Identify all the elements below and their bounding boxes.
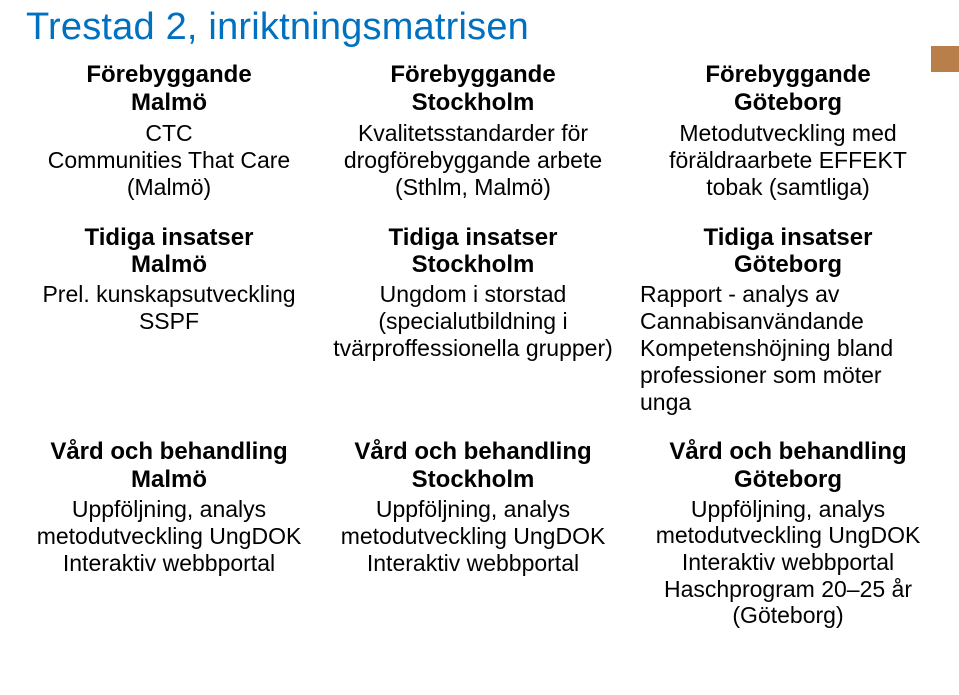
body-line: metodutveckling UngDOK [656,522,921,548]
body-line: (specialutbildning i [378,308,567,334]
cell-header: Förebyggande Göteborg [638,61,938,116]
header-line: Stockholm [412,251,535,278]
header-line: Vård och behandling [354,438,591,465]
body-line: Kompetenshöjning bland [640,335,893,361]
header-line: Tidiga insatser [389,224,558,251]
cell-r3c1: Vård och behandling Malmö Uppföljning, a… [26,436,312,633]
header-line: Förebyggande [390,61,555,88]
header-line: Malmö [131,89,207,116]
matrix-grid: Förebyggande Malmö CTC Communities That … [26,59,933,633]
header-line: Vård och behandling [669,438,906,465]
body-line: (Malmö) [127,174,211,200]
header-line: Malmö [131,251,207,278]
cell-body: Prel. kunskapsutveckling SSPF [30,281,308,335]
cell-r1c3: Förebyggande Göteborg Metodutveckling me… [634,59,942,206]
cell-body: Uppföljning, analys metodutveckling UngD… [322,496,624,577]
cell-body: Uppföljning, analys metodutveckling UngD… [638,496,938,629]
body-line: Cannabisanvändande [640,308,864,334]
header-line: Göteborg [734,466,842,493]
header-line: Förebyggande [86,61,251,88]
header-line: Stockholm [412,466,535,493]
body-line: tobak (samtliga) [706,174,870,200]
cell-header: Förebyggande Stockholm [322,61,624,116]
body-line: Uppföljning, analys [376,496,570,522]
header-line: Tidiga insatser [704,224,873,251]
body-line: professioner som möter unga [640,362,882,415]
cell-header: Tidiga insatser Göteborg [638,224,938,279]
body-line: Interaktiv webbportal [682,549,894,575]
cell-body: Metodutveckling med föräldraarbete EFFEK… [638,120,938,201]
cell-header: Vård och behandling Stockholm [322,438,624,493]
cell-header: Vård och behandling Göteborg [638,438,938,493]
cell-body: Rapport - analys av Cannabisanvändande K… [638,281,938,417]
header-line: Tidiga insatser [85,224,254,251]
body-line: Interaktiv webbportal [63,550,275,576]
slide-title: Trestad 2, inriktningsmatrisen [26,6,933,49]
body-line: SSPF [139,308,199,334]
cell-body: CTC Communities That Care (Malmö) [30,120,308,201]
header-line: Förebyggande [705,61,870,88]
body-line: Ungdom i storstad [380,281,567,307]
header-line: Vård och behandling [50,438,287,465]
cell-r2c3: Tidiga insatser Göteborg Rapport - analy… [634,222,942,421]
cell-header: Förebyggande Malmö [30,61,308,116]
cell-header: Tidiga insatser Malmö [30,224,308,279]
cell-r1c1: Förebyggande Malmö CTC Communities That … [26,59,312,206]
body-line: (Sthlm, Malmö) [395,174,551,200]
body-line: Uppföljning, analys [72,496,266,522]
body-line: Haschprogram 20–25 år [664,576,912,602]
cell-r3c3: Vård och behandling Göteborg Uppföljning… [634,436,942,633]
header-line: Göteborg [734,251,842,278]
body-line: Rapport - analys av [640,281,839,307]
cell-header: Tidiga insatser Stockholm [322,224,624,279]
cell-header: Vård och behandling Malmö [30,438,308,493]
body-line: metodutveckling UngDOK [37,523,302,549]
body-line: Interaktiv webbportal [367,550,579,576]
body-line: Prel. kunskapsutveckling [42,281,295,307]
cell-r1c2: Förebyggande Stockholm Kvalitetsstandard… [318,59,628,206]
body-line: Communities That Care [48,147,290,173]
body-line: föräldraarbete EFFEKT [669,147,907,173]
cell-r2c1: Tidiga insatser Malmö Prel. kunskapsutve… [26,222,312,421]
body-line: Metodutveckling med [679,120,896,146]
body-line: tvärproffessionella grupper) [333,335,613,361]
cell-r3c2: Vård och behandling Stockholm Uppföljnin… [318,436,628,633]
cell-body: Kvalitetsstandarder för drogförebyggande… [322,120,624,201]
body-line: Uppföljning, analys [691,496,885,522]
body-line: CTC [145,120,192,146]
cell-r2c2: Tidiga insatser Stockholm Ungdom i stors… [318,222,628,421]
header-line: Göteborg [734,89,842,116]
body-line: drogförebyggande arbete [344,147,602,173]
cell-body: Uppföljning, analys metodutveckling UngD… [30,496,308,577]
body-line: metodutveckling UngDOK [341,523,606,549]
accent-bar [931,46,959,72]
body-line: (Göteborg) [732,602,843,628]
slide: Trestad 2, inriktningsmatrisen Förebygga… [0,0,959,695]
header-line: Stockholm [412,89,535,116]
header-line: Malmö [131,466,207,493]
body-line: Kvalitetsstandarder för [358,120,588,146]
cell-body: Ungdom i storstad (specialutbildning i t… [322,281,624,362]
